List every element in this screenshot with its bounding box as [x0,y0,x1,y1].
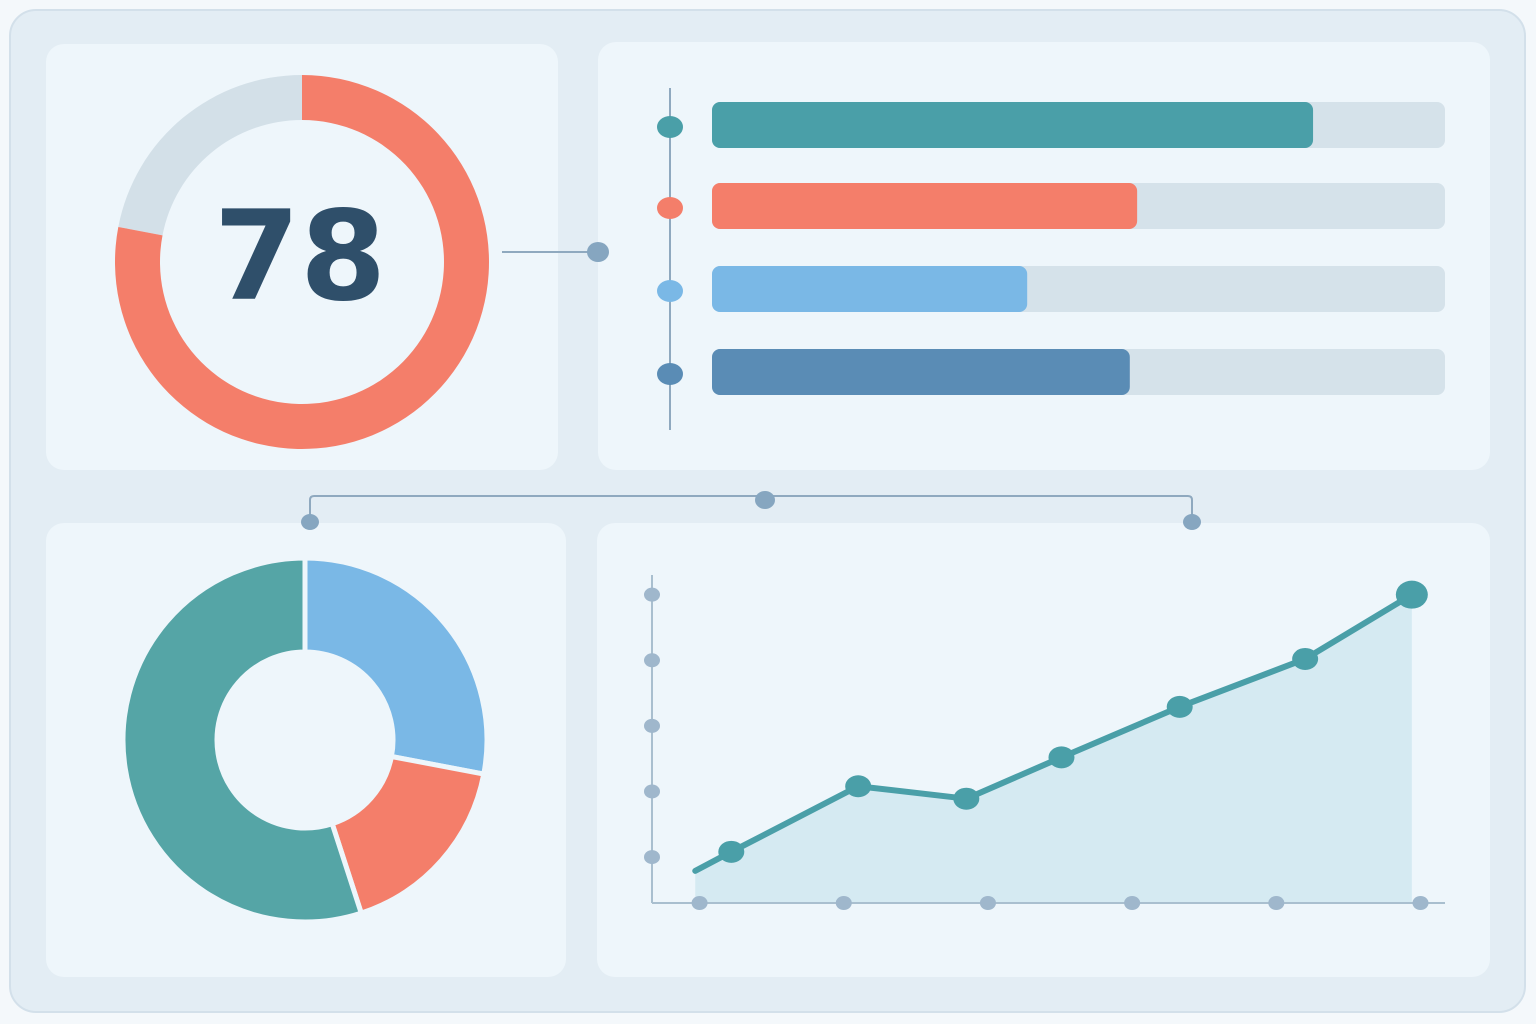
bar [712,349,1130,395]
bar [712,183,1138,229]
y-tick [644,850,660,865]
point [1048,746,1075,769]
line [692,591,1415,874]
y-tick [644,718,660,733]
bar [712,266,1028,312]
x-tick [1412,896,1429,910]
donut-slice [120,555,365,925]
point [1292,647,1319,670]
donut-slice [329,753,487,917]
bar-dot [657,116,683,138]
gauge-track [118,75,302,236]
x-tick [835,896,852,910]
y-tick [644,653,660,668]
point [845,775,872,798]
y-tick [644,587,660,602]
point [1395,580,1428,609]
connector-dots [301,242,1201,530]
point [718,840,745,863]
gauge-value: 78 [214,185,387,329]
x-tick [691,896,708,910]
y-tick [644,784,660,799]
bar [712,102,1314,148]
x-tick [979,896,996,910]
area-fill [695,594,1412,903]
bar-dot [657,363,683,385]
point [953,787,980,810]
x-tick [1124,896,1141,910]
bar-dot [657,197,683,219]
bar-dot [657,280,683,302]
point [1166,695,1193,718]
donut-slice [302,555,490,778]
x-tick [1268,896,1285,910]
